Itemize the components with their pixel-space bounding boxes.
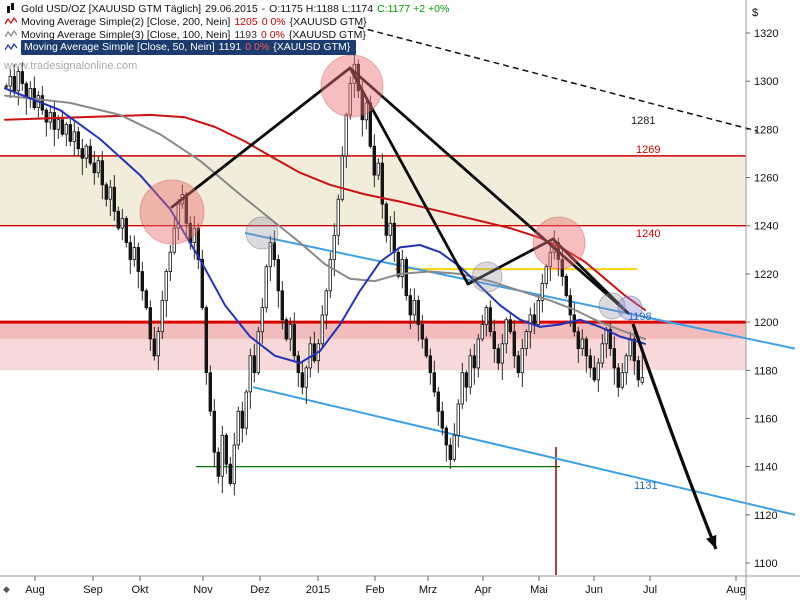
ma200-value: 1205 — [234, 15, 258, 28]
svg-text:1120: 1120 — [754, 510, 778, 522]
svg-text:1240: 1240 — [754, 221, 778, 233]
indicator-legend: Gold USD/OZ [XAUUSD GTM Täglich] 29.06.2… — [4, 2, 449, 73]
wave-icon — [4, 30, 17, 39]
svg-text:1300: 1300 — [754, 76, 778, 88]
svg-text:1220: 1220 — [754, 269, 778, 281]
legend-row-instrument[interactable]: Gold USD/OZ [XAUUSD GTM Täglich] 29.06.2… — [4, 2, 449, 15]
svg-text:Apr: Apr — [474, 584, 491, 596]
svg-text:Dez: Dez — [250, 584, 270, 596]
ma100-symbol: {XAUUSD GTM} — [288, 28, 366, 41]
svg-text:Aug: Aug — [726, 584, 746, 596]
price-level-labels: 1281 1269 1240 1198 1131 — [628, 115, 660, 492]
candles — [4, 52, 644, 496]
ma200-label: Moving Average Simple(2) [Close, 200, Ne… — [21, 15, 231, 28]
svg-text:2015: 2015 — [306, 584, 330, 596]
ma50-selected-bar[interactable]: Moving Average Simple [Close, 50, Nein] … — [21, 40, 357, 55]
quote-date: 29.06.2015 — [205, 2, 258, 15]
pattern-lines[interactable] — [170, 66, 630, 315]
svg-text:◆: ◆ — [3, 584, 10, 594]
svg-text:1180: 1180 — [754, 365, 778, 377]
dash-separator: - — [261, 2, 266, 15]
ma200-symbol: {XAUUSD GTM} — [289, 15, 367, 28]
ma50-change: 0 0% — [245, 41, 270, 53]
svg-text:1100: 1100 — [754, 558, 778, 570]
svg-text:$: $ — [752, 7, 758, 19]
ma100-change: 0 0% — [260, 28, 285, 41]
wave-icon — [4, 43, 17, 52]
x-axis[interactable]: Aug Sep Okt Nov Dez 2015 Feb Mrz Apr Mai Jun Jul Aug… — [0, 575, 800, 596]
watermark: www.tradesignalonline.com — [4, 60, 138, 72]
ma50-value: 1191 — [218, 41, 242, 53]
candlestick-icon — [4, 3, 17, 14]
legend-row-ma200[interactable]: Moving Average Simple(2) [Close, 200, Ne… — [4, 15, 449, 28]
svg-text:1200: 1200 — [754, 317, 778, 329]
ma50-label: Moving Average Simple [Close, 50, Nein] — [24, 41, 215, 53]
quote-ohl: O:1175 H:1188 L:1174 — [269, 2, 374, 15]
svg-text:1260: 1260 — [754, 173, 778, 185]
highlight-circles[interactable] — [139, 54, 643, 321]
legend-row-ma50[interactable]: Moving Average Simple [Close, 50, Nein] … — [4, 40, 449, 55]
svg-text:Mai: Mai — [530, 584, 548, 596]
svg-text:1240: 1240 — [636, 228, 660, 240]
svg-text:1140: 1140 — [754, 462, 778, 474]
svg-text:Okt: Okt — [131, 584, 148, 596]
svg-text:Jun: Jun — [585, 584, 603, 596]
legend-row-ma100[interactable]: Moving Average Simple(3) [Close, 100, Ne… — [4, 28, 449, 41]
ma50-symbol: {XAUUSD GTM} — [273, 41, 351, 53]
svg-text:Sep: Sep — [83, 584, 103, 596]
svg-text:Jul: Jul — [643, 584, 657, 596]
quote-close: C:1177 +2 +0% — [377, 2, 450, 15]
svg-text:1160: 1160 — [754, 413, 778, 425]
ma100-label: Moving Average Simple(3) [Close, 100, Ne… — [21, 28, 231, 41]
ma200-change: 0 0% — [261, 15, 286, 28]
svg-text:Aug: Aug — [25, 584, 45, 596]
wave-icon — [4, 17, 17, 26]
svg-text:1320: 1320 — [754, 28, 778, 40]
svg-text:1280: 1280 — [754, 124, 778, 136]
ma100-value: 1193 — [234, 28, 257, 41]
svg-text:1281: 1281 — [631, 115, 655, 127]
svg-text:Nov: Nov — [193, 584, 213, 596]
svg-text:Mrz: Mrz — [419, 584, 437, 596]
instrument-title: Gold USD/OZ [XAUUSD GTM Täglich] — [21, 2, 202, 15]
svg-text:1269: 1269 — [636, 144, 660, 156]
svg-text:1131: 1131 — [634, 480, 658, 492]
y-axis[interactable]: $1320 1300 1280 1260 1240 1220 1200 1180 1160 114… — [745, 0, 778, 600]
svg-text:Feb: Feb — [366, 584, 385, 596]
marker-segments[interactable] — [196, 268, 637, 575]
moving-averages — [4, 87, 646, 364]
projection-arrow[interactable] — [631, 323, 718, 550]
svg-text:1198: 1198 — [628, 311, 652, 323]
